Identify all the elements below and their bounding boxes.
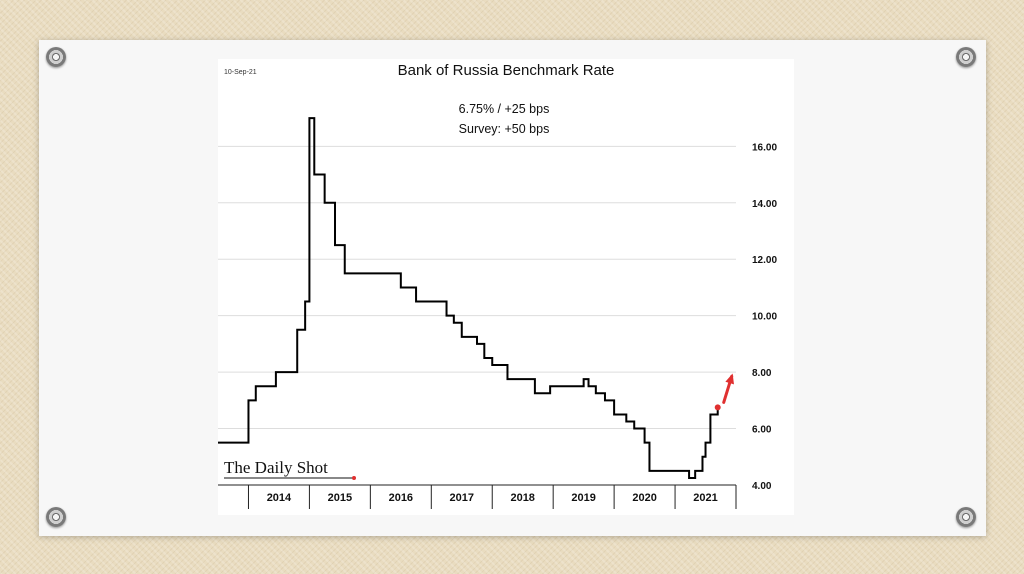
- annotation-survey: Survey: +50 bps: [459, 122, 550, 136]
- rate-chart: 10-Sep-21 Bank of Russia Benchmark Rate …: [218, 62, 777, 509]
- y-tick-label: 8.00: [752, 368, 772, 379]
- arrow-head-icon: [725, 373, 734, 385]
- logo-text: The Daily Shot: [224, 458, 328, 477]
- x-tick-label: 2016: [389, 492, 413, 504]
- date-stamp: 10-Sep-21: [224, 69, 257, 76]
- grommet-icon-top-left: [46, 47, 66, 67]
- grommet-icon-top-right: [956, 47, 976, 67]
- annotation-rate: 6.75% / +25 bps: [459, 102, 550, 116]
- grommet-icon-bottom-left: [46, 507, 66, 527]
- y-tick-label: 12.00: [752, 255, 777, 266]
- y-tick-labels: 16.00 14.00 12.00 10.00 8.00 6.00 4.00: [752, 142, 777, 492]
- series-line: [218, 117, 719, 479]
- chart-title: Bank of Russia Benchmark Rate: [398, 62, 615, 79]
- x-tick-label: 2015: [328, 492, 352, 504]
- daily-shot-logo: The Daily Shot: [224, 458, 356, 480]
- y-tick-label: 16.00: [752, 142, 777, 153]
- grid-layer: [218, 145, 736, 430]
- x-tick-label: 2018: [510, 492, 534, 504]
- logo-dot-icon: [352, 476, 356, 480]
- x-tick-label: 2014: [267, 492, 292, 504]
- y-tick-label: 4.00: [752, 481, 772, 492]
- series-layer: [218, 117, 734, 479]
- y-tick-label: 14.00: [752, 199, 777, 210]
- y-tick-label: 6.00: [752, 425, 772, 436]
- x-tick-label: 2021: [693, 492, 717, 504]
- x-tick-label: 2020: [632, 492, 656, 504]
- y-tick-label: 10.00: [752, 312, 777, 323]
- x-tick-label: 2017: [450, 492, 474, 504]
- grommet-icon-bottom-right: [956, 507, 976, 527]
- x-tick-label: 2019: [571, 492, 595, 504]
- x-tick-labels: 2014 2015 2016 2017 2018 2019 2020 2021: [267, 492, 718, 504]
- latest-rate-point: [714, 404, 721, 411]
- axis-layer: [218, 484, 737, 509]
- chart-container: 10-Sep-21 Bank of Russia Benchmark Rate …: [218, 59, 794, 515]
